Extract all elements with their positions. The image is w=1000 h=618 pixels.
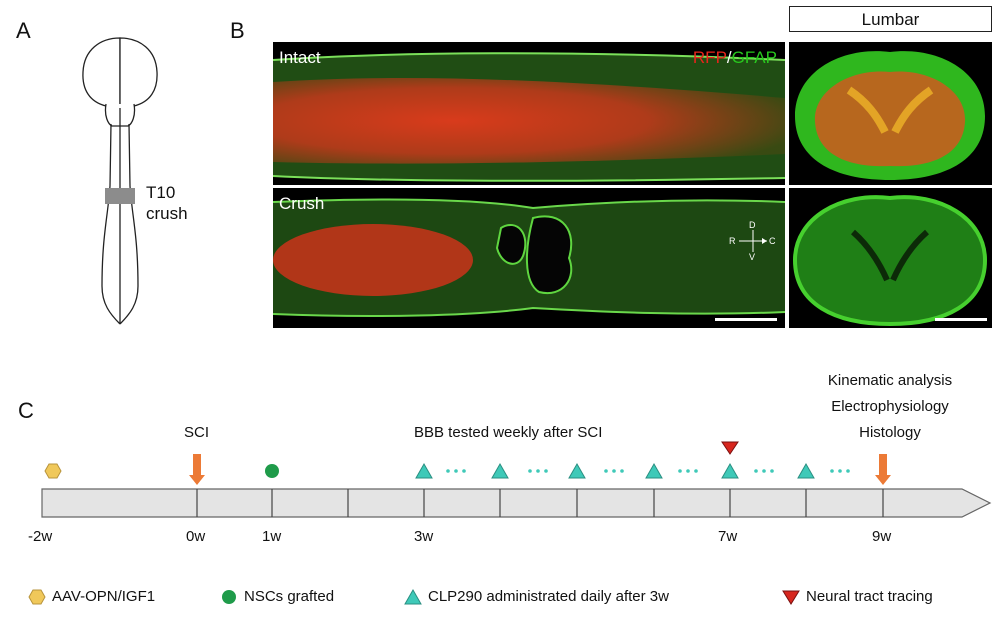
circle-icon — [222, 589, 236, 604]
panel-c-letter: C — [18, 398, 34, 423]
tick-label: 1w — [262, 528, 282, 545]
clp290-triangle-icon — [568, 462, 586, 479]
compass-arrows-icon — [739, 230, 767, 252]
stain-legend: RFP/GFAP — [693, 48, 777, 68]
stain-gfap: GFAP — [731, 48, 777, 67]
endpoint-labels: Kinematic analysis Electrophysiology His… — [827, 372, 953, 441]
sci-label: SCI — [184, 424, 210, 441]
injury-site-marker — [105, 188, 135, 204]
crush-label: Crush — [279, 194, 325, 213]
intact-longitudinal-image: Intact RFP/GFAP — [273, 42, 785, 185]
crush-lumbar-cross-section — [789, 188, 992, 328]
clp290-triangle-icon — [797, 462, 815, 479]
aav-hexagon-icon — [44, 463, 62, 479]
nsc-graft-circle-icon — [265, 464, 279, 478]
tick-label: 7w — [718, 528, 738, 545]
crush-longitudinal-image: Crush D V R C — [273, 188, 785, 328]
legend-nsc: NSCs grafted — [220, 588, 334, 605]
orientation-compass: D V R C — [729, 220, 776, 262]
clp290-triangle-icon — [415, 462, 433, 479]
intact-label: Intact — [279, 48, 321, 67]
legend-tracing: Neural tract tracing — [782, 588, 933, 605]
sci-arrow-icon — [189, 454, 205, 485]
legend-aav: AAV-OPN/IGF1 — [28, 588, 155, 605]
scale-bar-cross-section — [935, 318, 987, 321]
stain-rfp: RFP — [692, 48, 727, 67]
clp290-triangle-icon — [721, 462, 739, 479]
cns-schematic — [82, 37, 158, 325]
clp290-triangle-icon — [491, 462, 509, 479]
injury-label: T10 crush — [146, 183, 188, 223]
panel-a-letter: A — [16, 18, 31, 43]
timeline-graphic — [41, 441, 992, 518]
weekly-dots — [446, 469, 850, 473]
bbb-label: BBB tested weekly after SCI — [414, 424, 603, 441]
tick-label: -2w — [28, 528, 53, 545]
timeline-dividers — [196, 489, 884, 517]
lumbar-header: Lumbar — [789, 6, 992, 32]
legend-clp290: CLP290 administrated daily after 3w — [404, 588, 669, 605]
triangle-down-icon — [782, 590, 800, 605]
hexagon-icon — [28, 589, 46, 604]
triangle-up-icon — [404, 588, 422, 604]
tick-label: 9w — [872, 528, 892, 545]
intact-lumbar-cross-section — [789, 42, 992, 185]
spinal-cord-outline — [101, 108, 139, 325]
stain-separator: / — [726, 48, 732, 67]
timeline-bar — [41, 488, 992, 518]
panel-b-letter: B — [230, 18, 245, 43]
tracing-triangle-down-icon — [721, 441, 739, 455]
clp290-triangle-icon — [645, 462, 663, 479]
tick-label: 3w — [414, 528, 434, 545]
endpoint-arrow-icon — [875, 454, 891, 485]
tick-label: 0w — [186, 528, 206, 545]
scale-bar-longitudinal — [715, 318, 777, 321]
clp290-triangles — [415, 462, 815, 479]
